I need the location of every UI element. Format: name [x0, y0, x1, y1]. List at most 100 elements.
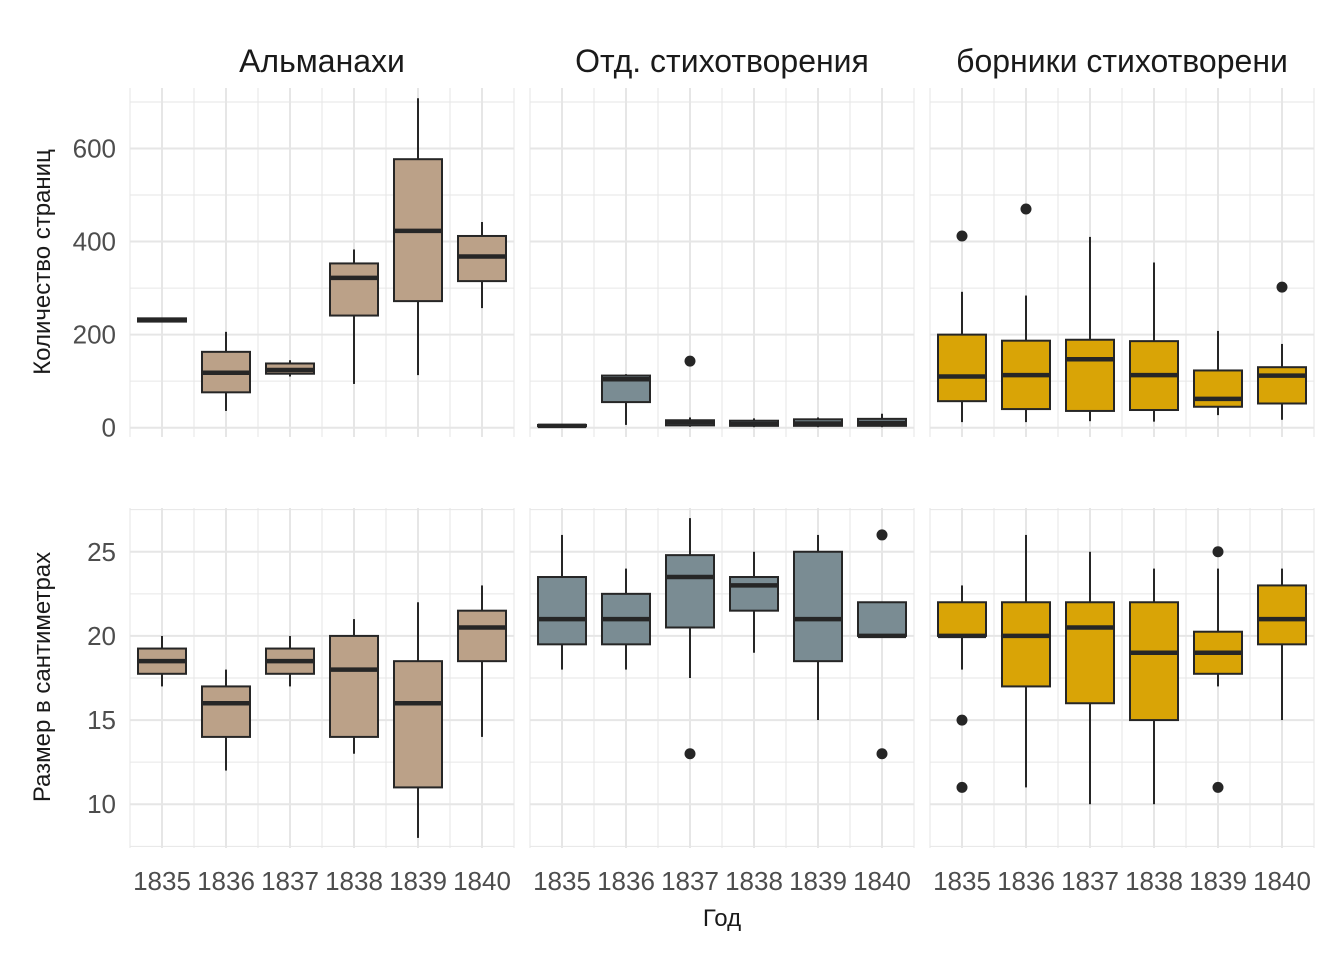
boxplot-1837: [1065, 236, 1115, 422]
boxplot-1839: [1193, 546, 1243, 793]
x-tick-label: 1835: [533, 866, 591, 896]
box-iqr: [329, 634, 379, 738]
boxplot-1836: [1001, 203, 1051, 423]
box-iqr: [1001, 601, 1051, 688]
panel-r0-c0: [129, 88, 515, 437]
panel-r0-c1: [529, 88, 915, 437]
y-tick-label: 600: [73, 133, 116, 163]
x-tick-label: 1836: [597, 866, 655, 896]
boxplot-1837: [665, 518, 715, 760]
y-tick-label: 0: [102, 413, 116, 443]
x-tick-label: 1837: [661, 866, 719, 896]
boxplot-1840: [857, 413, 907, 428]
x-tick-label: 1839: [789, 866, 847, 896]
facet-title-separate-poems: Отд. стихотворения: [575, 43, 869, 79]
x-tick-label: 1838: [325, 866, 383, 896]
x-tick-label: 1839: [389, 866, 447, 896]
boxplot-1836: [201, 669, 251, 771]
outlier-point: [956, 230, 968, 242]
box-iqr: [937, 333, 987, 403]
outlier-point: [684, 748, 696, 760]
boxplot-1839: [793, 534, 843, 721]
outlier-point: [1020, 203, 1032, 215]
outlier-point: [876, 748, 888, 760]
boxplot-1837: [1065, 551, 1115, 805]
boxplot-1839: [793, 417, 843, 428]
panel-r1-c1: [529, 508, 915, 848]
panel-r1-c2: [929, 508, 1315, 848]
y-tick-label: 10: [87, 789, 116, 819]
panel-r1-c0: [129, 508, 515, 848]
boxplot-1835: [537, 423, 587, 429]
outlier-point: [1276, 281, 1288, 293]
boxplot-1838: [1129, 262, 1179, 422]
x-tick-label: 1840: [453, 866, 511, 896]
box-iqr: [457, 609, 507, 663]
box-iqr: [201, 685, 251, 738]
facet-title-poem-collections: борники стихотворени: [956, 43, 1288, 79]
x-tick-label: 1836: [197, 866, 255, 896]
boxplot-1840: [1257, 281, 1307, 420]
y-axis-label-size: Размер в сантиметрах: [29, 552, 56, 802]
boxplot-1835: [937, 585, 987, 793]
x-tick-label: 1835: [133, 866, 191, 896]
boxplot-1840: [457, 585, 507, 737]
x-tick-label: 1840: [853, 866, 911, 896]
facet-title-almanacs: Альманахи: [239, 43, 405, 79]
boxplot-1838: [329, 619, 379, 754]
boxplot-1836: [601, 568, 651, 670]
box-iqr: [793, 550, 843, 663]
outlier-point: [684, 355, 696, 367]
chart-panels: [129, 88, 1315, 848]
y-tick-label: 20: [87, 621, 116, 651]
boxplot-1840: [857, 529, 907, 760]
y-tick-label: 25: [87, 537, 116, 567]
outlier-point: [1212, 781, 1224, 793]
outlier-point: [956, 781, 968, 793]
box-iqr: [537, 576, 587, 646]
x-tick-label: 1837: [261, 866, 319, 896]
boxplot-1837: [265, 360, 315, 377]
box-iqr: [1257, 584, 1307, 646]
boxplot-1835: [137, 317, 187, 323]
boxplot-1837: [665, 355, 715, 427]
boxplot-1840: [1257, 568, 1307, 721]
panel-r0-c2: [929, 88, 1315, 437]
boxplot-1838: [729, 551, 779, 653]
boxplot-1839: [393, 98, 443, 376]
boxplot-1838: [1129, 568, 1179, 805]
box-iqr: [1257, 366, 1307, 405]
box-iqr: [1129, 601, 1179, 722]
box-iqr: [1065, 601, 1115, 705]
x-axis-label: Год: [703, 905, 741, 932]
boxplot-1835: [537, 534, 587, 670]
outlier-point: [956, 714, 968, 726]
boxplot-1840: [457, 222, 507, 309]
y-tick-label: 15: [87, 705, 116, 735]
box-iqr: [857, 601, 907, 637]
boxplot-1839: [393, 602, 443, 838]
x-tick-label: 1838: [1125, 866, 1183, 896]
boxplot-1835: [937, 230, 987, 423]
x-tick-label: 1837: [1061, 866, 1119, 896]
x-tick-label: 1839: [1189, 866, 1247, 896]
boxplot-1838: [729, 418, 779, 428]
box-iqr: [1193, 369, 1243, 408]
box-iqr: [729, 576, 779, 612]
y-tick-label: 400: [73, 227, 116, 257]
boxplot-1835: [137, 635, 187, 687]
boxplot-1837: [265, 635, 315, 687]
y-tick-label: 200: [73, 320, 116, 350]
box-iqr: [665, 554, 715, 629]
box-iqr: [937, 601, 987, 637]
x-tick-label: 1836: [997, 866, 1055, 896]
boxplot-1839: [1193, 330, 1243, 416]
boxplot-1836: [201, 331, 251, 411]
box-iqr: [329, 262, 379, 317]
boxplot-1838: [329, 249, 379, 384]
x-tick-label: 1835: [933, 866, 991, 896]
boxplot-1836: [601, 374, 651, 425]
outlier-point: [1212, 546, 1224, 558]
